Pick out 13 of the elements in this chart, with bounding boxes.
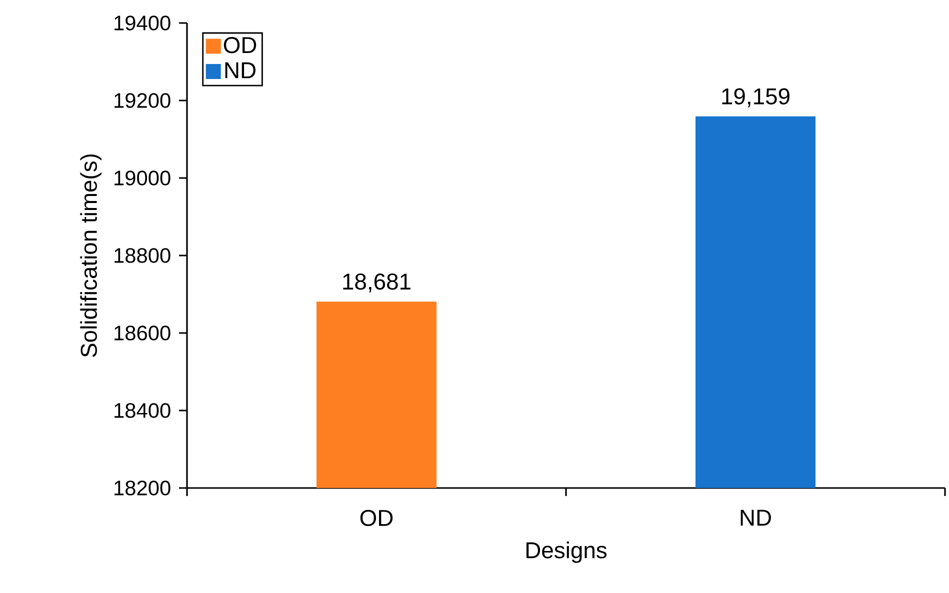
y-tick-label: 19200 [114,93,170,108]
x-axis-title: Designs [526,542,607,563]
y-tick-label: 18600 [114,326,170,340]
data-label: 19,159 [722,88,790,108]
legend-label: ND [225,62,256,78]
y-tick-label: 19400 [114,16,170,30]
data-label: 18,681 [343,273,410,292]
y-tick-label: 18800 [114,248,170,263]
y-axis-title: Solidification time(s) [80,154,102,357]
legend-label: OD [224,36,256,54]
y-tick-label: 19000 [114,170,170,186]
y-tick-label: 18400 [114,403,170,418]
y-tick-label: 18200 [114,480,170,496]
